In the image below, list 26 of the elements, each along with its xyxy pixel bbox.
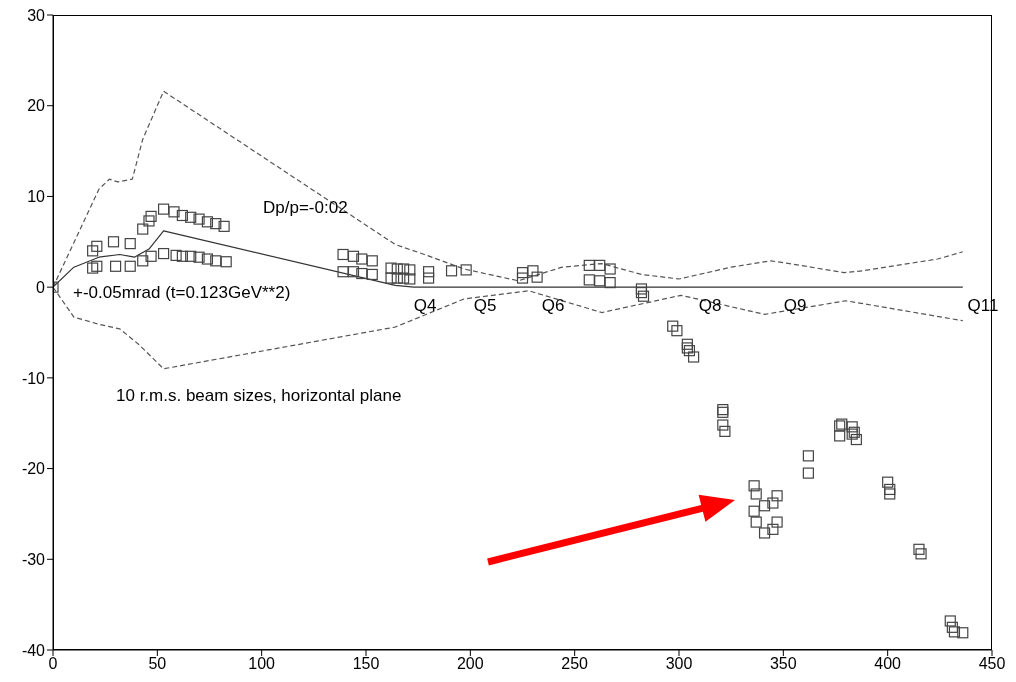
y-tick-label: -10	[21, 369, 46, 387]
y-tick-label: -40	[21, 641, 46, 659]
y-tick-label: -20	[21, 460, 46, 478]
x-tick-label: 250	[561, 655, 589, 673]
x-tick-label: 300	[665, 655, 693, 673]
x-tick-label: 0	[48, 655, 58, 673]
annotation: +-0.05mrad (t=0.123GeV**2)	[73, 283, 291, 303]
y-tick-label: 0	[36, 278, 46, 296]
annotation: Q6	[541, 296, 565, 316]
annotation: Q9	[783, 296, 807, 316]
x-tick-label: 400	[874, 655, 902, 673]
annotation: 10 r.m.s. beam sizes, horizontal plane	[116, 386, 402, 406]
x-tick-label: 200	[456, 655, 484, 673]
x-tick-label: 50	[148, 655, 167, 673]
x-tick-label: 350	[769, 655, 797, 673]
annotation: Dp/p=-0:02	[263, 198, 348, 218]
annotation: Q5	[473, 296, 497, 316]
y-tick-label: 30	[27, 6, 46, 24]
y-tick-label: 10	[27, 188, 46, 206]
x-tick-label: 100	[248, 655, 276, 673]
y-tick-label: -30	[21, 550, 46, 568]
y-tick-label: 20	[27, 97, 46, 115]
annotation: Q4	[413, 296, 437, 316]
annotation: Q8	[698, 296, 722, 316]
x-tick-label: 150	[352, 655, 380, 673]
x-tick-label: 450	[978, 655, 1006, 673]
